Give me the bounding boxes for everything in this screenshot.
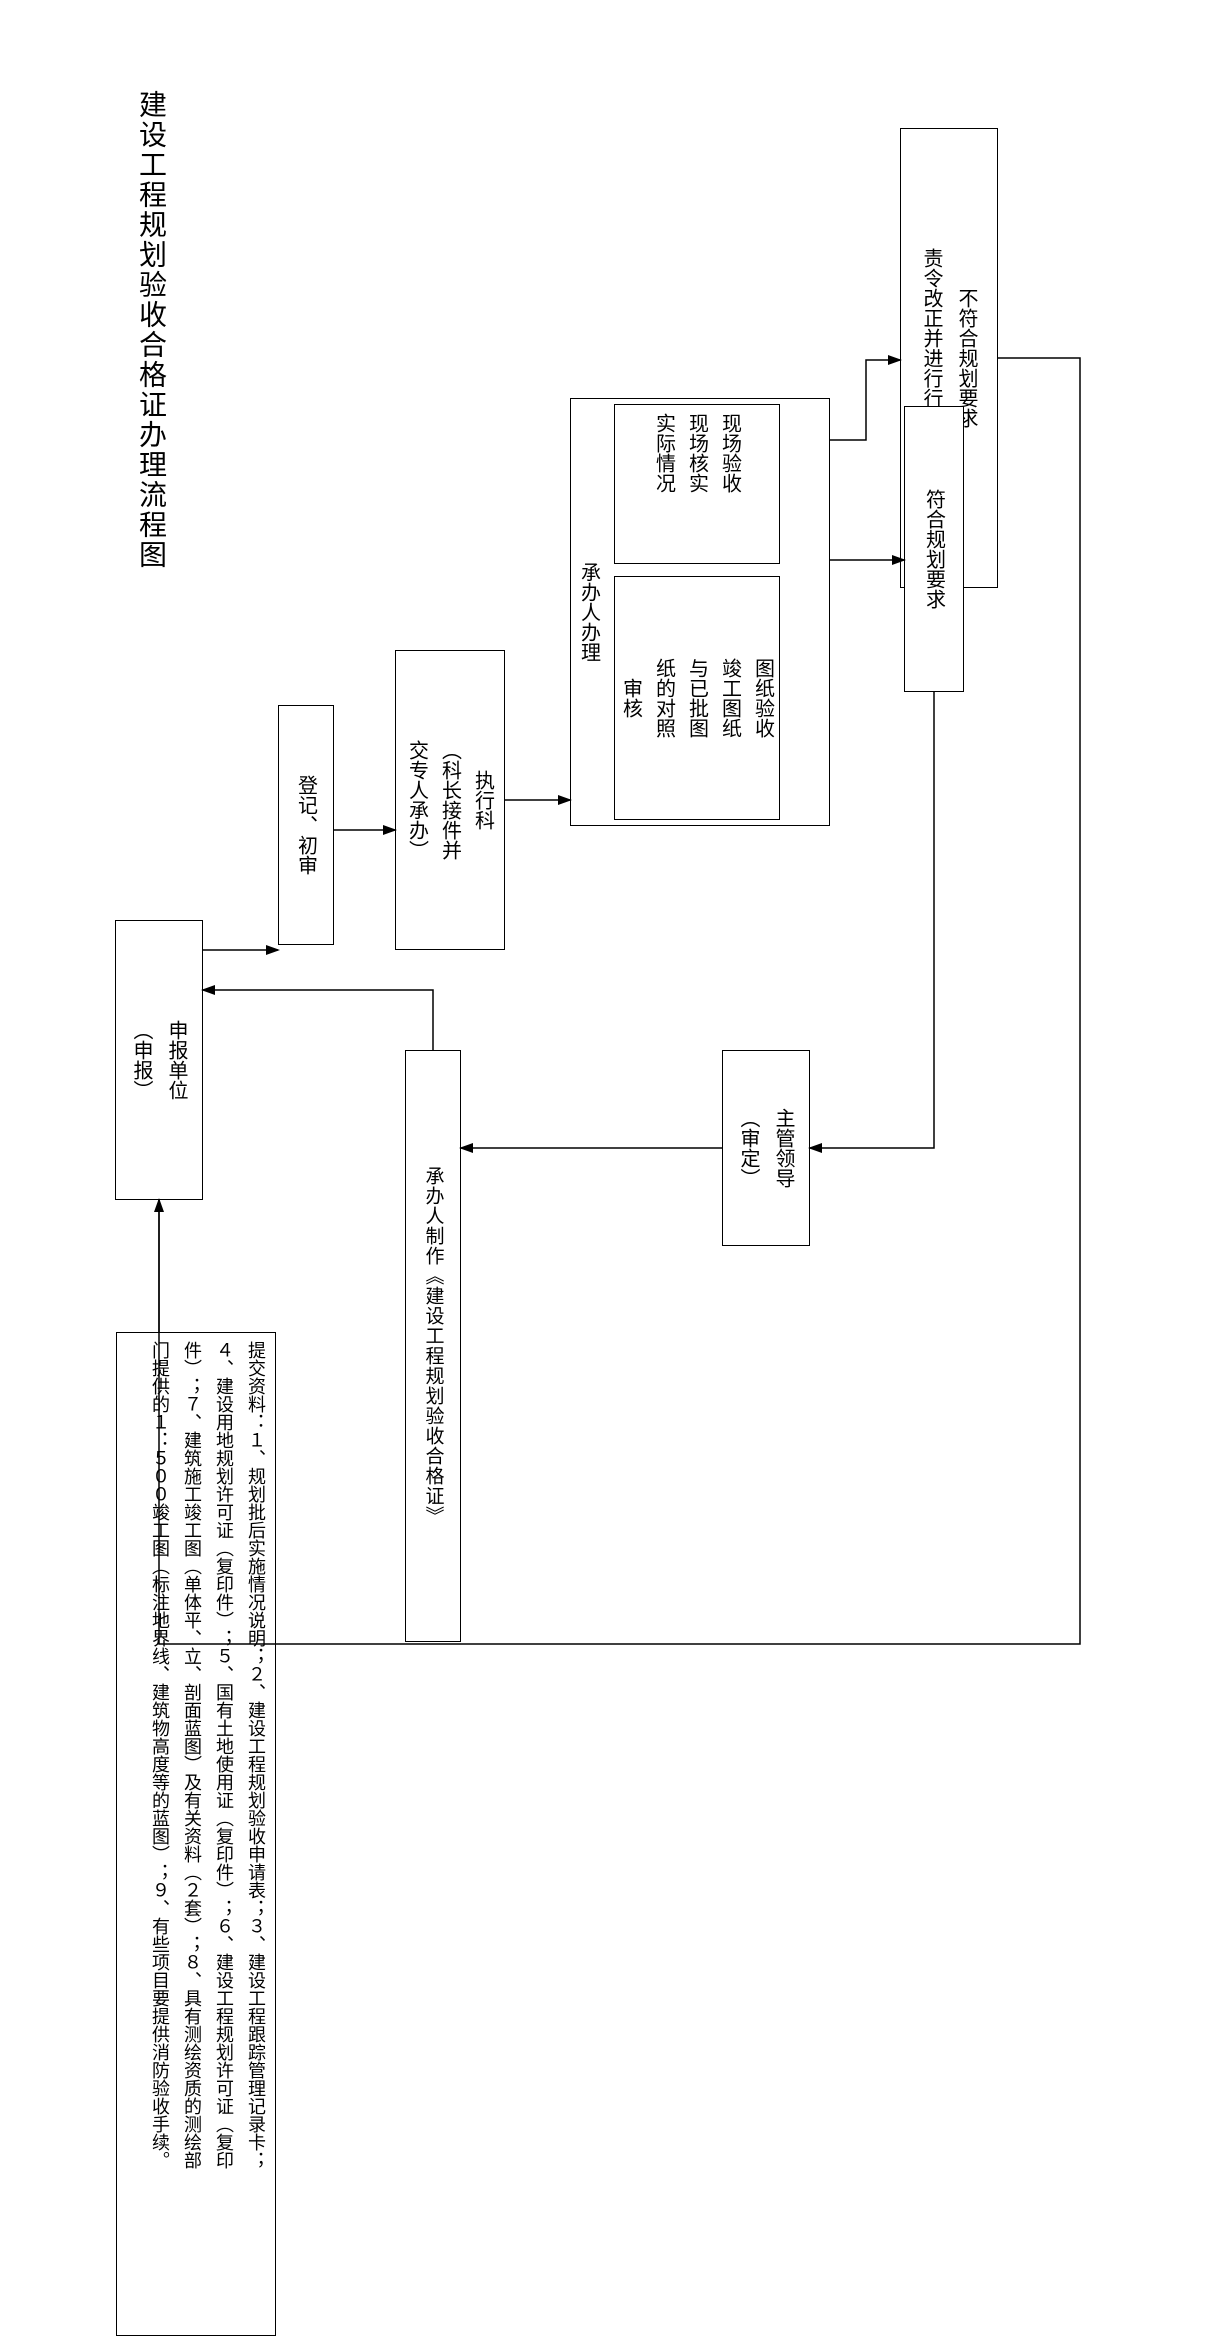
node-compliant: 符合规划要求	[904, 406, 964, 692]
node-leader: 主管领导 ︵审定︶	[722, 1050, 810, 1246]
node-make-cert: 承办人制作《建设工程规划验收合格证》	[405, 1050, 461, 1642]
node-text: 件︶；７、建筑施工竣工图︵单体平、立、剖面蓝图︶及有关资料︵２套︶；８、具有测绘…	[179, 1341, 205, 2169]
node-text: 提交资料：１、规划批后实施情况说明；２、建设工程规划验收申请表；３、建设工程跟踪…	[243, 1341, 269, 2169]
node-text: 与已批图	[683, 658, 712, 738]
node-text: 申报单位	[162, 1020, 191, 1100]
node-text: 承办人制作《建设工程规划验收合格证》	[420, 1166, 447, 1526]
node-text: 纸的对照	[650, 658, 679, 738]
node-applicant: 申报单位 ︵申报︶	[115, 920, 203, 1200]
node-text: ︵申报︶	[127, 1020, 156, 1100]
node-text: 现场验收	[716, 413, 745, 493]
node-text: 执行科	[469, 770, 498, 830]
node-text: 主管领导	[769, 1108, 798, 1188]
node-register: 登记、初审	[278, 705, 334, 945]
node-text: 门提供的１：５００竣工图︵标注地界线、建筑物高度等的蓝图︶；９、有些项目要提供消…	[147, 1341, 173, 2169]
node-text: 登记、初审	[292, 775, 321, 875]
page-title: 建设工程规划验收合格证办理流程图	[130, 90, 170, 570]
node-text: 竣工图纸	[716, 658, 745, 738]
node-text: 现场核实	[683, 413, 712, 493]
node-site-check: 现场验收 现场核实 实际情况	[614, 404, 780, 564]
node-text: 符合规划要求	[920, 489, 949, 609]
node-text: ︵科长接件并	[436, 740, 465, 860]
node-exec-dept: 执行科 ︵科长接件并 交专人承办︶	[395, 650, 505, 950]
node-text: 实际情况	[650, 413, 679, 493]
node-handler-label: 承办人办理	[574, 498, 604, 726]
node-text: 承办人办理	[575, 562, 604, 662]
node-materials: 提交资料：１、规划批后实施情况说明；２、建设工程规划验收申请表；３、建设工程跟踪…	[116, 1332, 276, 2336]
node-text: ４、建设用地规划许可证︵复印件︶；５、国有土地使用证︵复印件︶；６、建设工程规划…	[211, 1341, 237, 2169]
flowchart-page: 建设工程规划验收合格证办理流程图 申报单位 ︵申报︶ 登记、初审 执行科 ︵科长…	[0, 0, 1214, 1719]
node-text: 交专人承办︶	[403, 740, 432, 860]
node-text: ︵审定︶	[734, 1108, 763, 1188]
node-drawing-check: 图纸验收 竣工图纸 与已批图 纸的对照 审核	[614, 576, 780, 820]
node-text: 图纸验收	[749, 658, 778, 738]
node-text: 审核	[617, 678, 646, 718]
